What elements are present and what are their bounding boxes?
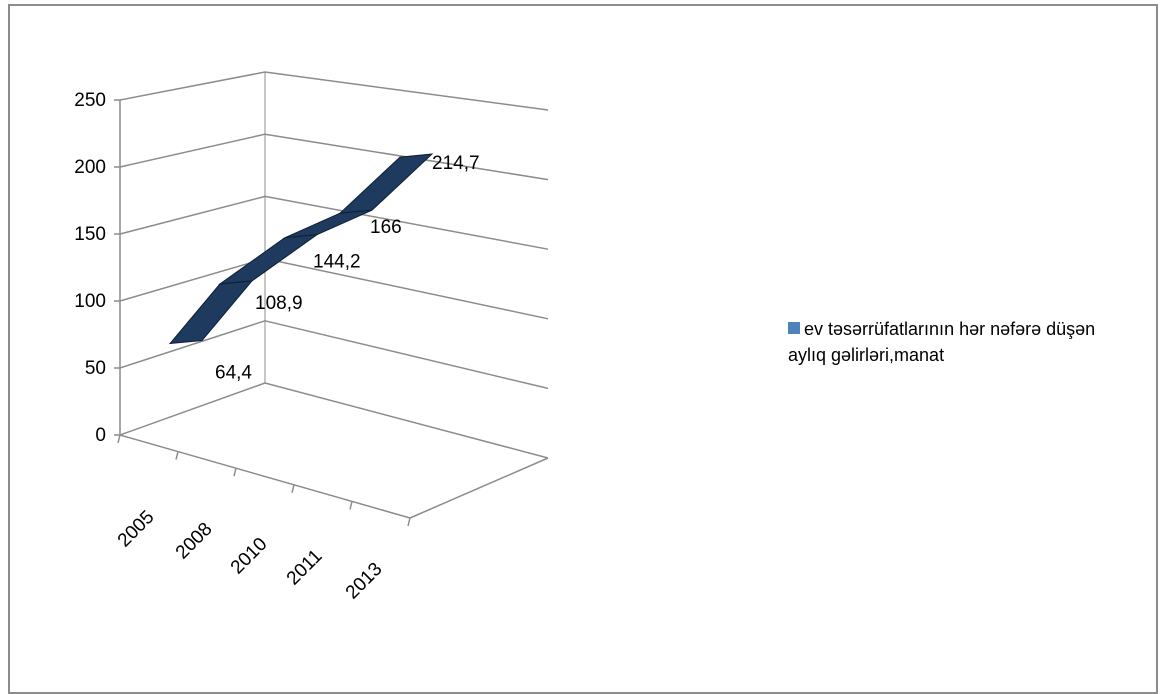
gridline-back <box>264 320 549 390</box>
gridline-back <box>264 257 549 320</box>
x-axis-line <box>119 434 411 519</box>
y-tick-label: 150 <box>74 224 106 245</box>
y-tick-label: 0 <box>95 425 106 446</box>
series-segment <box>218 233 319 285</box>
y-tick-label: 100 <box>74 291 106 312</box>
gridline-left <box>119 133 266 168</box>
floor-right-edge <box>409 457 549 519</box>
chart-plot: 0 50 100 150 200 250 2005 2008 2010 2011 2013 64,4… <box>74 71 549 604</box>
gridline-left <box>119 382 266 436</box>
series-segment <box>168 280 254 345</box>
gridline-left <box>119 257 266 302</box>
gridline-back <box>264 382 549 459</box>
x-tick-label: 2011 <box>283 546 327 590</box>
x-tick-mark <box>233 468 237 477</box>
x-tick-mark <box>291 484 295 493</box>
data-label: 166 <box>370 217 402 238</box>
chart-legend: ev təsərrüfatlarının hər nəfərə düşən ay… <box>788 316 1118 368</box>
x-tick-mark <box>175 451 179 460</box>
x-tick-label: 2005 <box>114 507 159 552</box>
legend-entry-label: ev təsərrüfatlarının hər nəfərə düşən ay… <box>788 319 1096 365</box>
data-label: 64,4 <box>215 363 252 384</box>
x-tick-mark <box>349 501 353 510</box>
data-label: 214,7 <box>432 153 480 174</box>
chart-frame <box>8 4 1158 694</box>
x-tick-label: 2010 <box>227 534 272 579</box>
x-tick-mark <box>117 434 121 444</box>
gridline-back <box>264 195 549 250</box>
series-segment <box>338 153 434 214</box>
x-tick-label: 2008 <box>172 519 217 564</box>
gridline-left <box>119 320 266 369</box>
x-tick-label: 2013 <box>342 559 387 604</box>
y-tick-label: 200 <box>74 157 106 178</box>
y-tick-label: 250 <box>74 90 106 111</box>
data-label: 108,9 <box>255 293 303 314</box>
y-tick-label: 50 <box>85 358 106 379</box>
gridline-back <box>264 71 549 111</box>
data-label: 144,2 <box>313 252 361 273</box>
gridline-left <box>119 71 266 101</box>
x-tick-mark <box>407 517 411 527</box>
gridline-left <box>119 195 266 235</box>
legend-swatch <box>788 322 800 334</box>
series-segment <box>284 209 373 239</box>
